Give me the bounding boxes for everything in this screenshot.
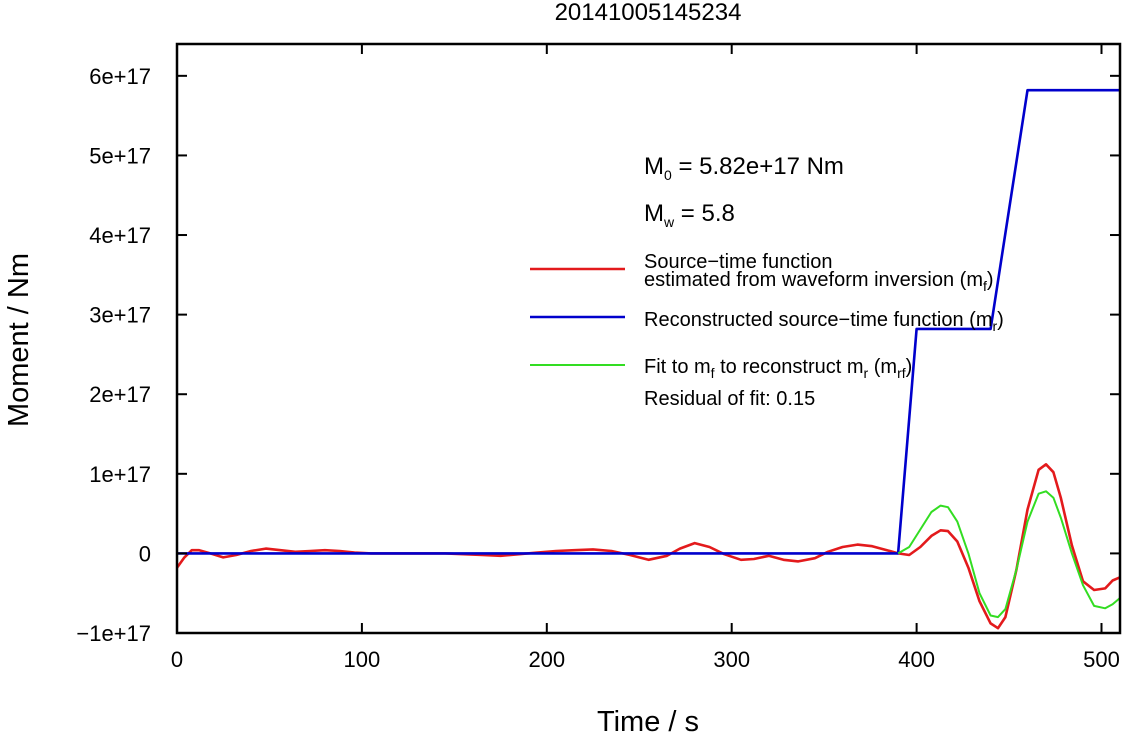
y-tick-label: 1e+17 (89, 462, 151, 487)
y-tick-label: 6e+17 (89, 64, 151, 89)
mw-annotation: Mw = 5.8 (644, 200, 735, 230)
legend-label-mf-line1: Source−time function (644, 251, 832, 273)
m0-annotation: M0 = 5.82e+17 Nm (644, 153, 844, 183)
legend-label-mf-line2: estimated from waveform inversion (mf) (644, 269, 994, 294)
x-tick-label: 200 (528, 647, 565, 672)
y-tick-label: 3e+17 (89, 303, 151, 328)
legend-label-mr: Reconstructed source−time function (mr) (644, 309, 1004, 334)
x-axis: 0 100 200 300 400 500 (171, 44, 1120, 672)
residual-annotation: Residual of fit: 0.15 (644, 388, 815, 410)
y-tick-label: 5e+17 (89, 143, 151, 168)
series-mr-line (177, 88, 1120, 555)
series-mrf-line (897, 490, 1121, 619)
y-tick-label: 2e+17 (89, 382, 151, 407)
series-mf-line (175, 463, 1121, 630)
y-axis-title: Moment / Nm (3, 253, 35, 427)
x-tick-label: 0 (171, 647, 183, 672)
legend-label-mrf: Fit to mf to reconstruct mr (mrf) (644, 356, 912, 381)
annotations: M0 = 5.82e+17 Nm Mw = 5.8 (644, 153, 844, 230)
y-tick-label: −1e+17 (76, 621, 151, 646)
x-tick-label: 300 (713, 647, 750, 672)
x-tick-label: 500 (1083, 647, 1120, 672)
chart-title: 20141005145234 (555, 0, 742, 26)
series-layer (175, 88, 1121, 630)
y-tick-label: 4e+17 (89, 223, 151, 248)
y-axis: −1e+17 0 1e+17 2e+17 3e+17 4e+17 5e+17 6e+17 (76, 64, 1120, 646)
x-tick-label: 400 (898, 647, 935, 672)
legend: Source−time function estimated from wave… (530, 251, 1004, 410)
x-tick-label: 100 (344, 647, 381, 672)
y-tick-label: 0 (139, 541, 151, 566)
plot-frame (175, 42, 1122, 635)
x-axis-title: Time / s (597, 706, 699, 734)
